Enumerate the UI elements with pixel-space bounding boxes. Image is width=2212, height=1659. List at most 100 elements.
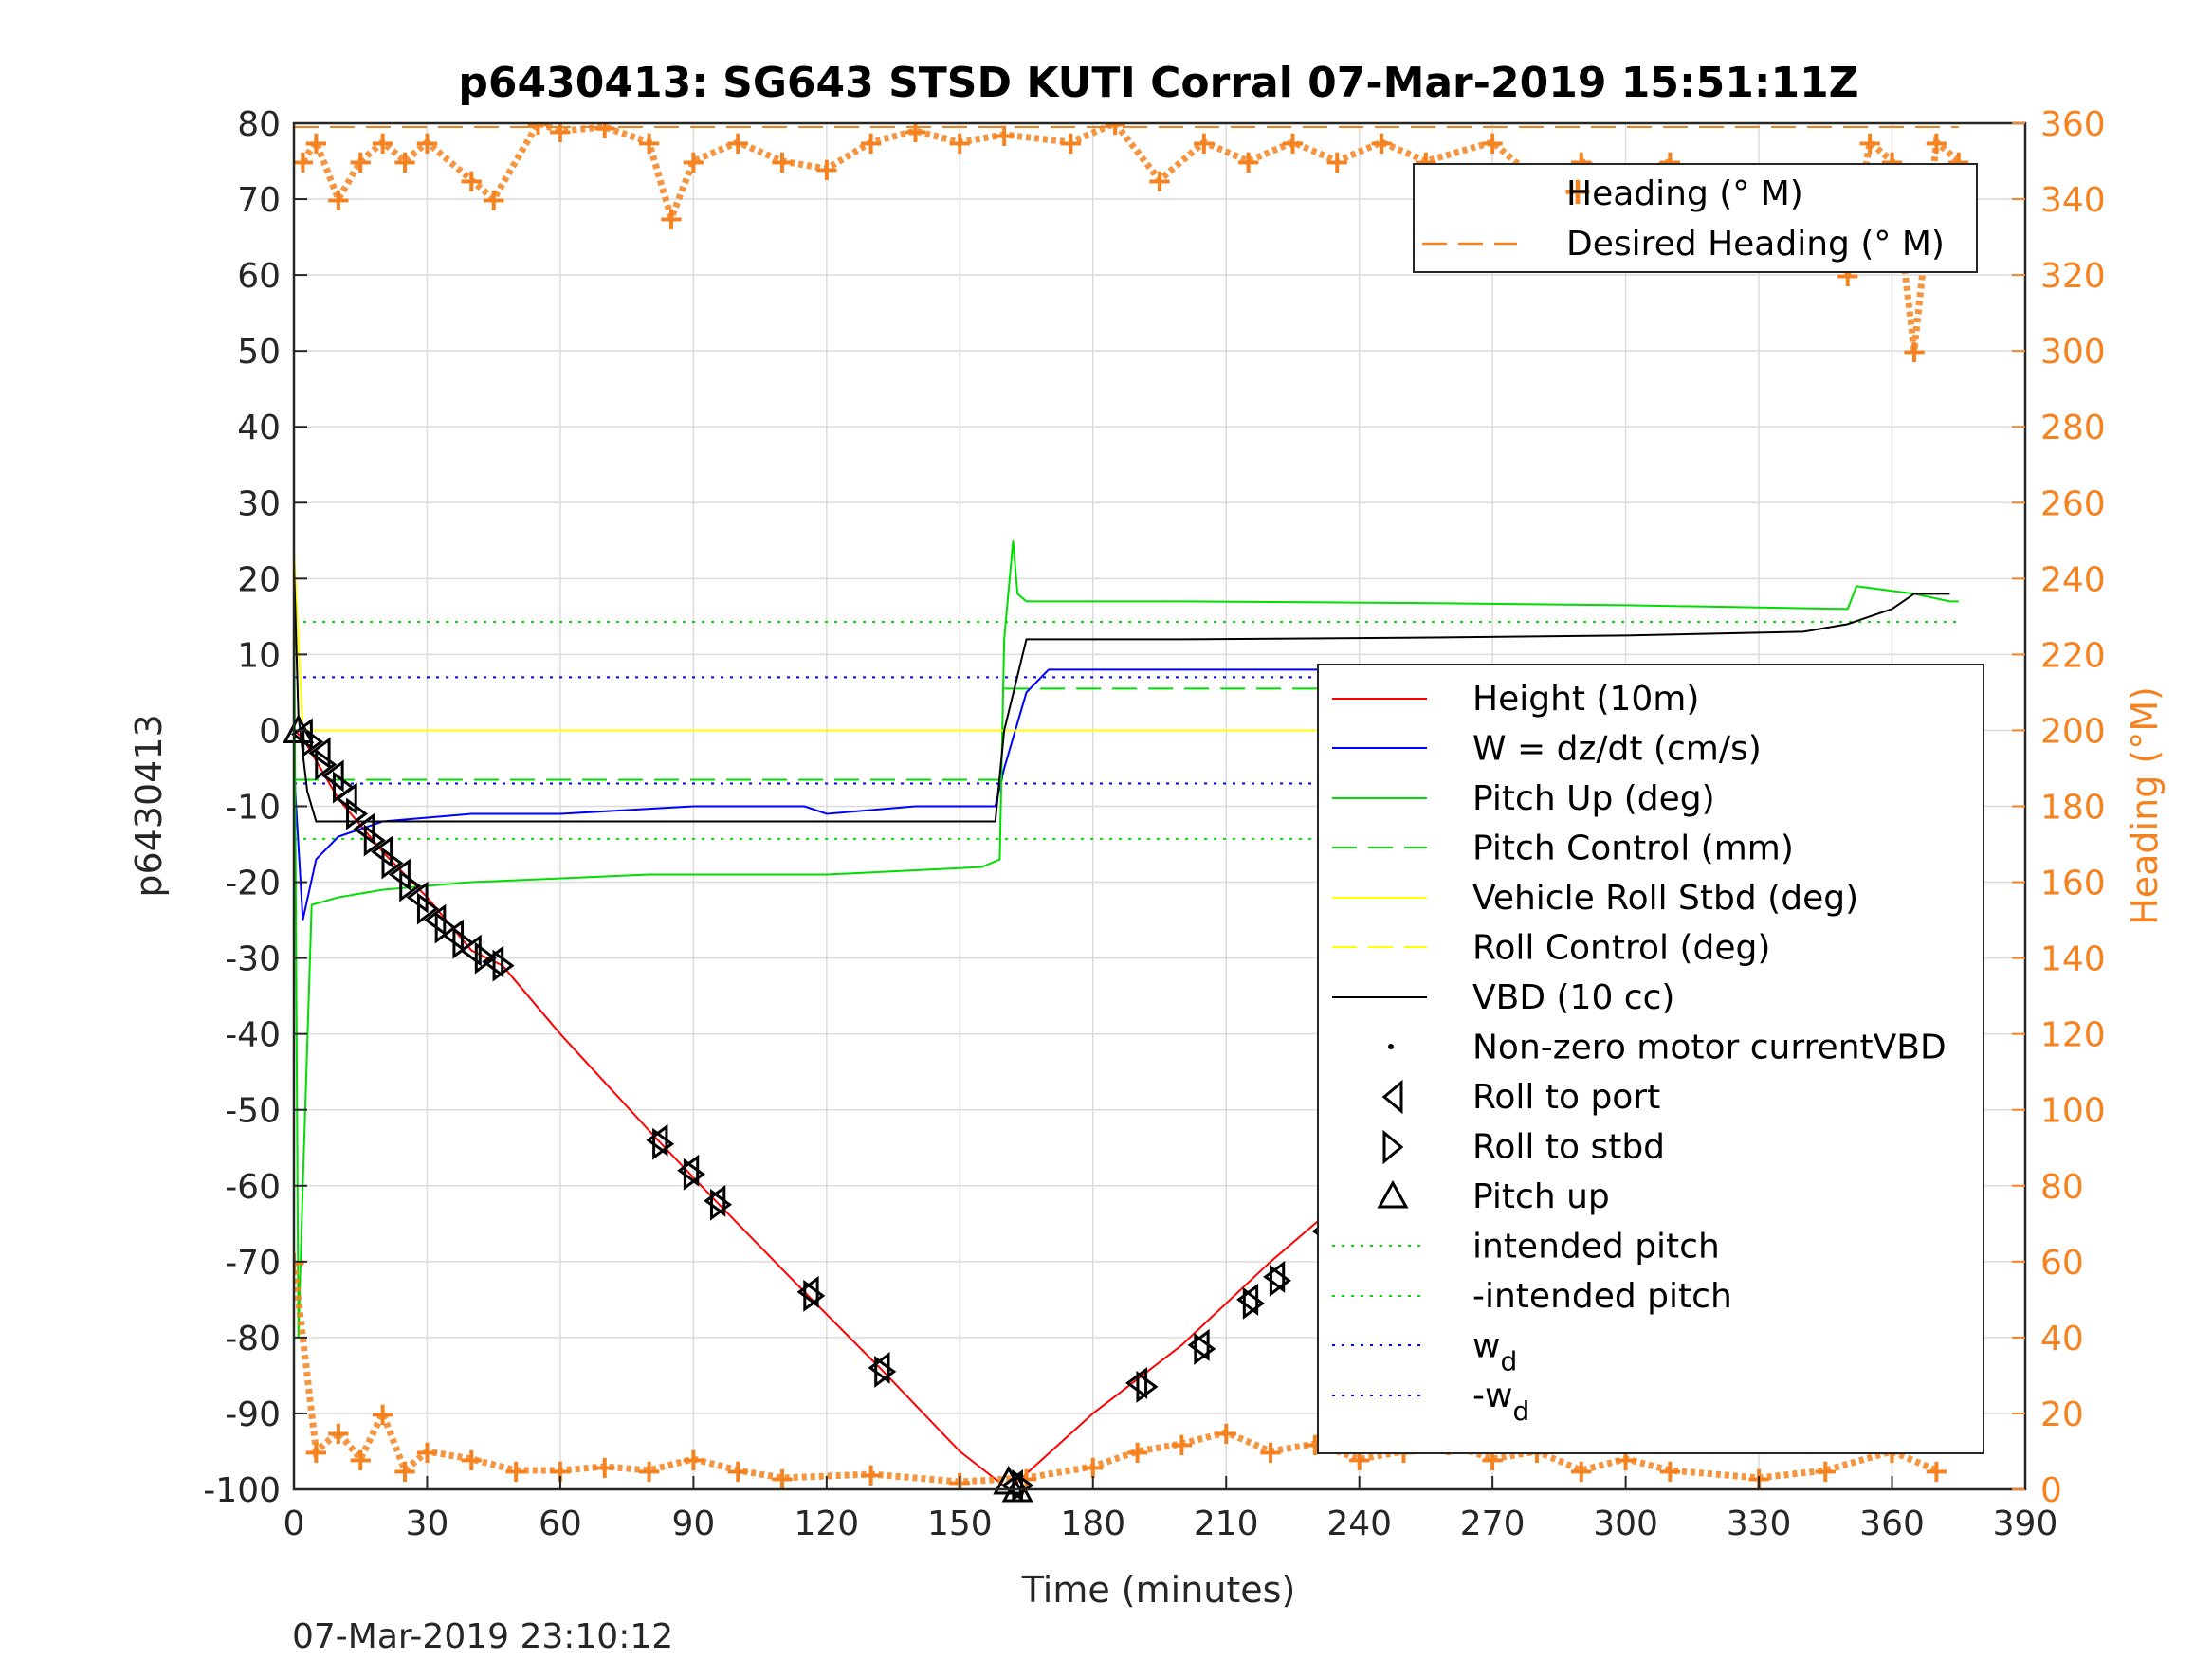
- left-tick-label: 20: [237, 560, 281, 599]
- marker-roll-stbd: [474, 941, 497, 975]
- x-tick-label: 390: [1993, 1504, 2058, 1543]
- marker-roll-stbd: [652, 1127, 675, 1160]
- series-line: [294, 563, 1950, 823]
- marker-roll-stbd: [683, 1158, 705, 1191]
- legend-swatch-roll-stbd: [1382, 1129, 1404, 1165]
- marker-roll-stbd: [803, 1279, 826, 1312]
- right-tick-label: 240: [2040, 560, 2106, 599]
- legend-label: Pitch Control (mm): [1472, 830, 1794, 868]
- left-tick-label: 30: [237, 484, 281, 523]
- marker-roll-stbd: [346, 797, 369, 830]
- heading-point: +: [1479, 124, 1507, 162]
- left-tick-label: -60: [225, 1168, 281, 1207]
- left-tick-label: 70: [237, 181, 281, 220]
- marker-roll-stbd: [416, 892, 439, 925]
- right-tick-label: 40: [2040, 1320, 2084, 1358]
- legend-subscript: d: [1500, 1346, 1517, 1377]
- legend-label: Roll to stbd: [1472, 1128, 1665, 1167]
- left-tick-label: -50: [225, 1092, 281, 1131]
- legend-label: intended pitch: [1472, 1228, 1720, 1267]
- x-tick-label: 180: [1060, 1504, 1125, 1543]
- heading-point: +: [902, 113, 929, 151]
- heading-point: +: [1234, 143, 1262, 181]
- right-tick-label: 220: [2040, 636, 2106, 675]
- marker-roll-stbd: [381, 847, 404, 880]
- right-tick-label: 80: [2040, 1168, 2084, 1207]
- legend-label: -intended pitch: [1472, 1277, 1732, 1316]
- heading-point: +: [392, 1452, 419, 1490]
- right-tick-label: 100: [2040, 1092, 2106, 1131]
- footer-timestamp: 07-Mar-2019 23:10:12: [292, 1617, 673, 1656]
- marker-roll-stbd: [434, 911, 457, 944]
- legend-label: Pitch up: [1472, 1177, 1610, 1216]
- x-tick-label: 240: [1326, 1504, 1392, 1543]
- left-axis-ticks: 80 70 60 50 40 30 20 10 0 -10 -20 -30 -40 -50 -60 -70 -8…: [203, 105, 307, 1510]
- heading-point: +: [458, 1441, 485, 1479]
- legend-main: Height (10m) W = dz/dt (cm/s) Pitch Up (de…: [1317, 664, 1984, 1454]
- legend-label: Pitch Up (deg): [1472, 779, 1715, 818]
- heading-point: +: [591, 109, 618, 147]
- x-tick-label: 90: [671, 1504, 715, 1543]
- marker-roll-port: [308, 737, 331, 770]
- right-tick-label: 0: [2040, 1471, 2062, 1510]
- x-tick-label: 300: [1593, 1504, 1658, 1543]
- x-tick-label: 120: [794, 1504, 859, 1543]
- right-tick-label: 140: [2040, 940, 2106, 979]
- right-tick-label: 200: [2040, 712, 2106, 751]
- x-axis-ticks: 0 30 60 90 120 150 180 210 240 270 300 330 360 390: [283, 1476, 2058, 1543]
- marker-roll-stbd: [1136, 1370, 1159, 1403]
- legend-heading: + Heading (° M) Desired Heading (° M): [1413, 163, 1978, 273]
- heading-point: +: [1812, 1452, 1839, 1490]
- legend-labels: Height (10m) W = dz/dt (cm/s) Pitch Up (de…: [1472, 680, 1947, 1427]
- heading-point: +: [302, 124, 330, 162]
- marker-roll-stbd: [333, 771, 356, 804]
- right-tick-label: 120: [2040, 1016, 2106, 1055]
- legend-label: Roll to port: [1472, 1078, 1660, 1117]
- left-tick-label: 80: [237, 105, 281, 144]
- heading-point: +: [680, 143, 707, 181]
- left-tick-label: 10: [237, 636, 281, 675]
- legend-heading-box: [1413, 163, 1978, 273]
- right-tick-label: 20: [2040, 1395, 2084, 1434]
- heading-point: +: [325, 1414, 353, 1452]
- right-tick-label: 60: [2040, 1244, 2084, 1283]
- right-tick-label: 260: [2040, 484, 2106, 523]
- marker-roll-stbd: [1242, 1286, 1265, 1320]
- right-tick-label: 360: [2040, 105, 2106, 144]
- left-tick-label: -40: [225, 1016, 281, 1055]
- heading-series: [300, 123, 1962, 352]
- heading-point: +: [769, 1460, 796, 1498]
- legend-heading-label: Heading (° M): [1566, 174, 1803, 213]
- marker-roll-stbd: [363, 824, 386, 857]
- series-line: [294, 540, 1959, 1338]
- legend-subscript: d: [1512, 1395, 1529, 1427]
- x-tick-label: 60: [539, 1504, 582, 1543]
- x-tick-label: 360: [1859, 1504, 1925, 1543]
- heading-point: +: [1656, 1452, 1684, 1490]
- x-tick-label: 150: [927, 1504, 993, 1543]
- x-axis-label: Time (minutes): [1021, 1569, 1296, 1611]
- right-axis-ticks: 3603403203002802602402202001801601401201…: [2012, 105, 2106, 1510]
- legend-label: Roll Control (deg): [1472, 929, 1770, 968]
- heading-point: +: [635, 1452, 663, 1490]
- legend-label: Non-zero motor currentVBD: [1472, 1029, 1947, 1067]
- legend-label: Height (10m): [1472, 680, 1699, 719]
- y-axis-label-left: p6430413: [128, 714, 170, 897]
- heading-point: +: [1102, 105, 1129, 143]
- heading-point: +: [1368, 124, 1396, 162]
- right-tick-label: 160: [2040, 865, 2106, 903]
- marker-roll-stbd: [452, 926, 475, 959]
- legend-swatch-motor-current: [1388, 1044, 1394, 1049]
- x-tick-label: 0: [283, 1504, 305, 1543]
- legend-swatches: [1332, 698, 1427, 1396]
- left-tick-label: -90: [225, 1395, 281, 1434]
- marker-roll-stbd: [1194, 1332, 1216, 1365]
- left-tick-label: 40: [237, 409, 281, 447]
- x-tick-label: 30: [406, 1504, 449, 1543]
- left-tick-label: -70: [225, 1244, 281, 1283]
- heading-point: +: [524, 105, 552, 143]
- right-tick-label: 340: [2040, 181, 2106, 220]
- x-tick-label: 210: [1194, 1504, 1259, 1543]
- heading-series: [294, 1261, 1938, 1486]
